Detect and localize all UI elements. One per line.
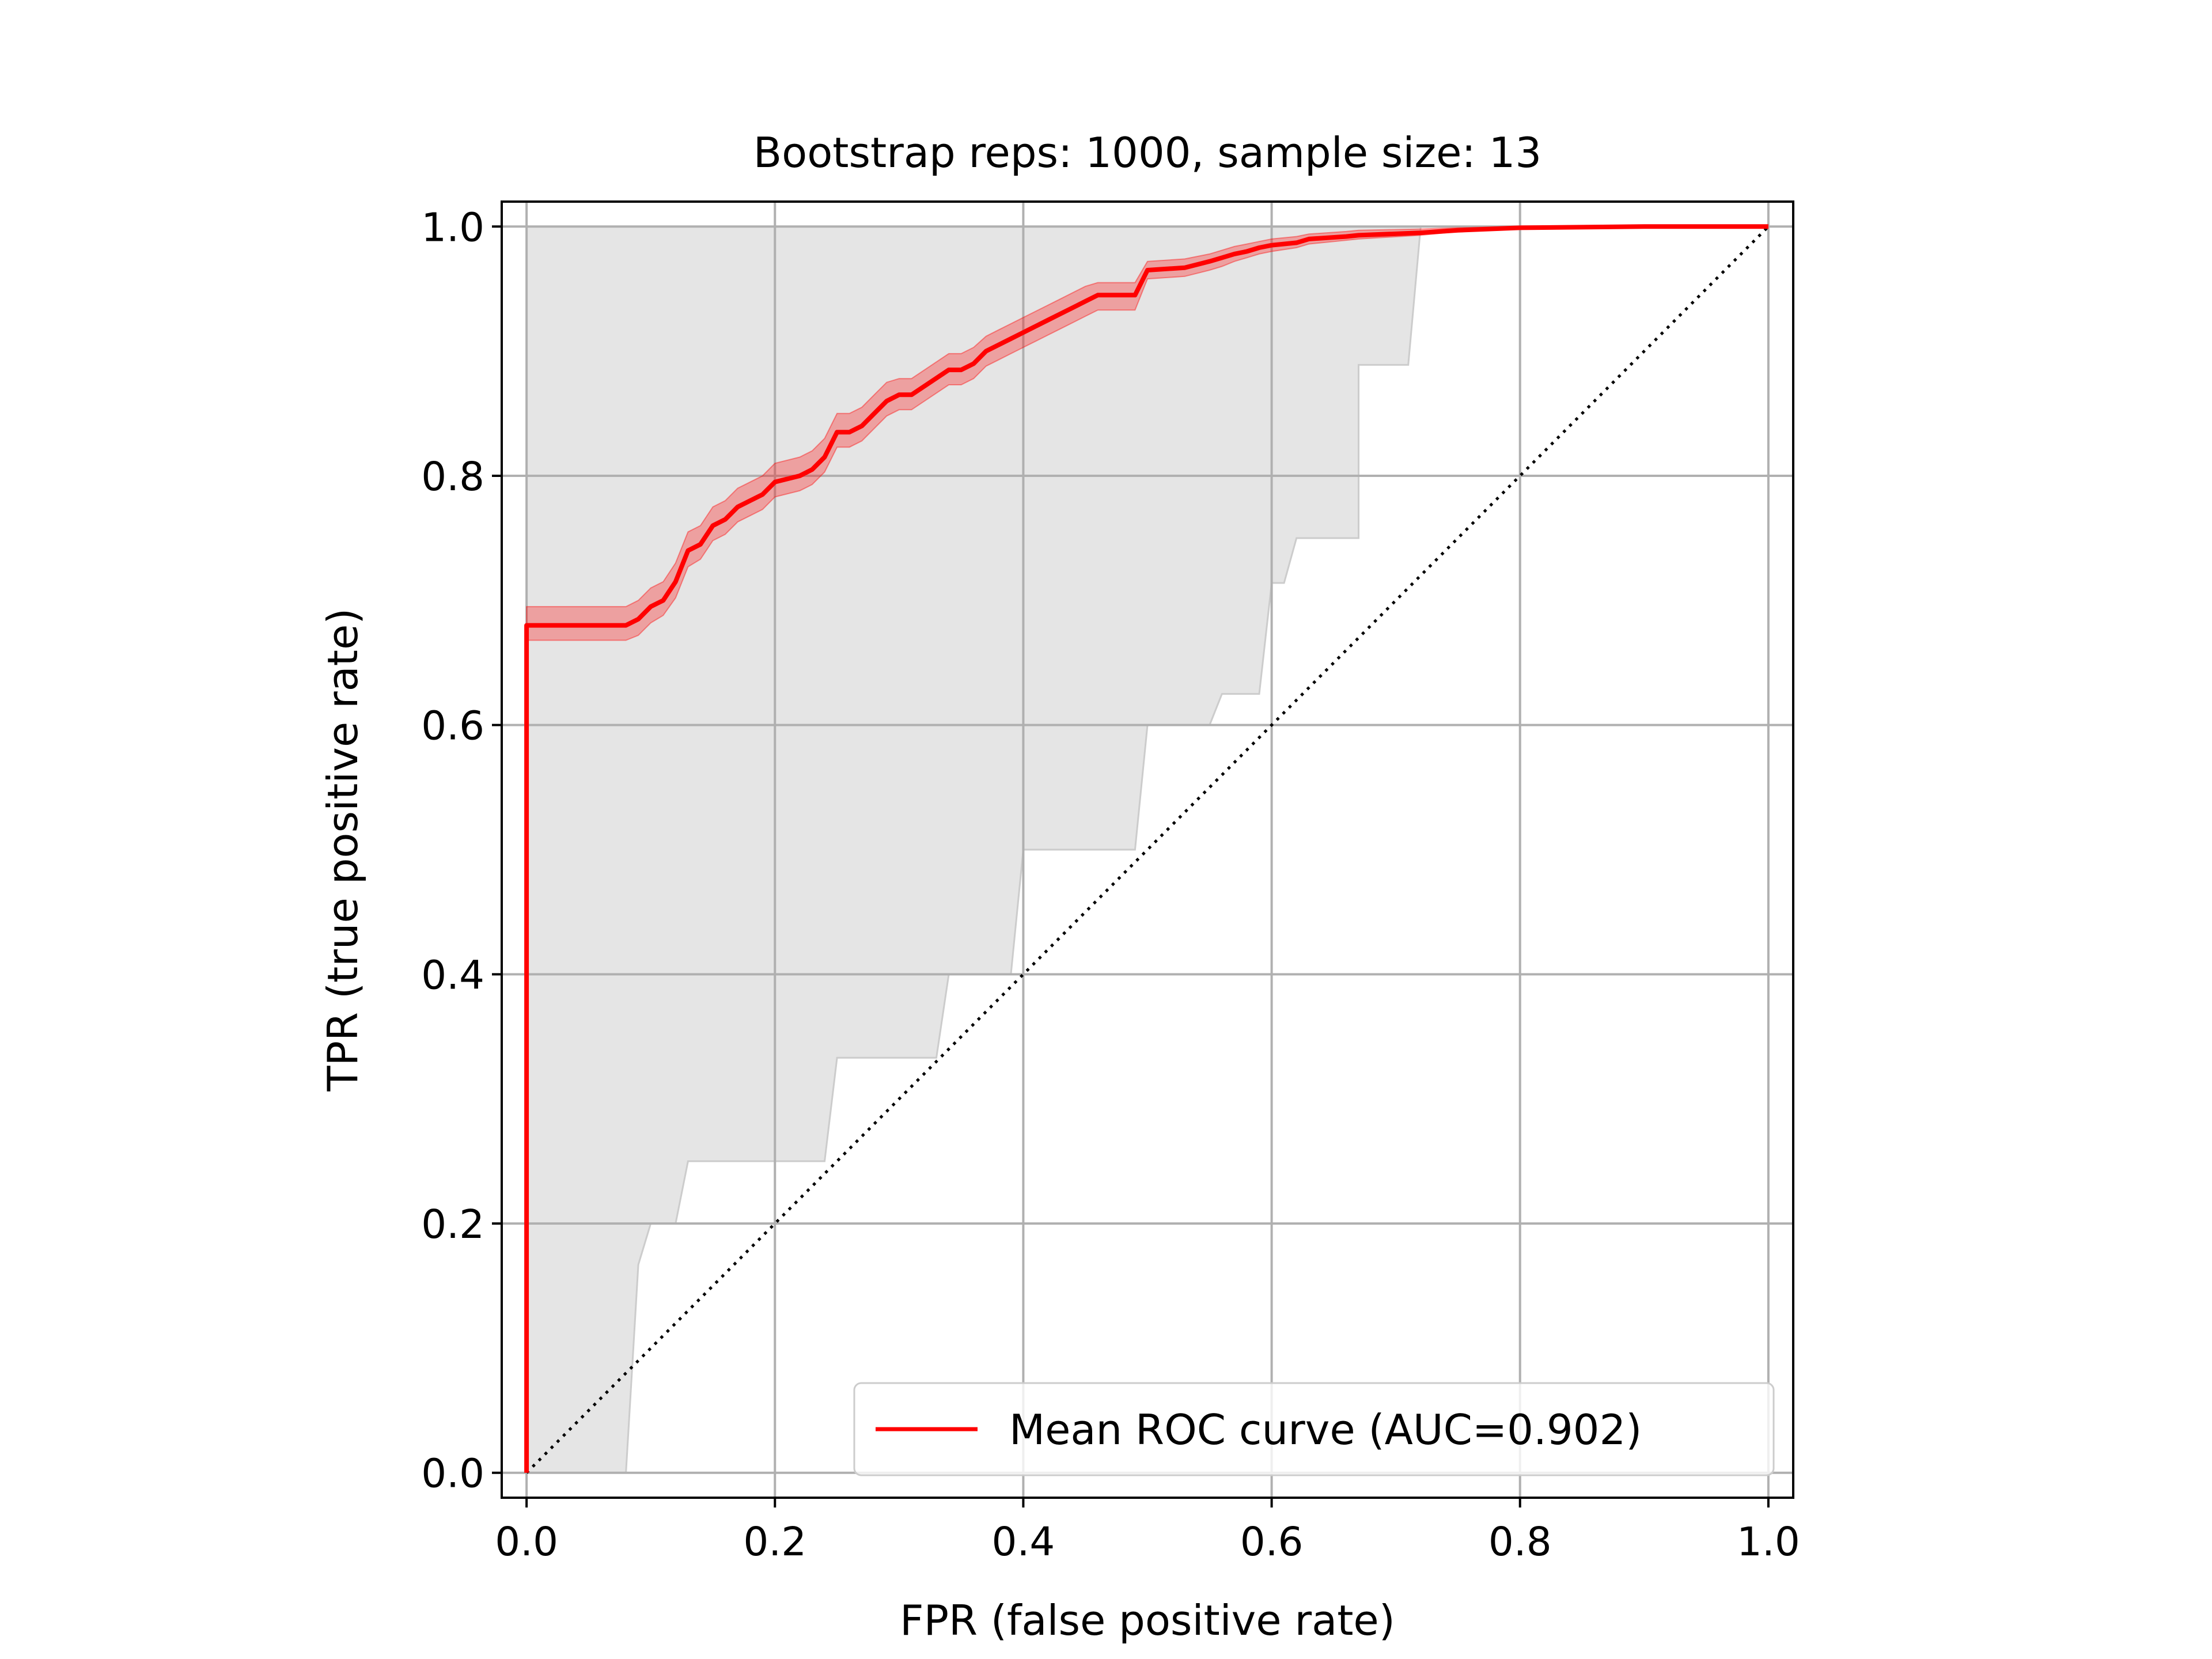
y-tick-label: 0.4 [421, 952, 484, 998]
mean-roc-band [526, 226, 1768, 1473]
y-tick-label: 0.0 [421, 1451, 484, 1497]
axis-ticks: 0.0 0.2 0.4 0.6 0.8 1.0 0.0 0.2 0.4 0.6 0.8 1.0 [421, 204, 1800, 1565]
x-tick-label: 0.4 [992, 1519, 1055, 1565]
legend: Mean ROC curve (AUC=0.902) [853, 1382, 1775, 1476]
x-tick-label: 0.2 [743, 1519, 806, 1565]
legend-label: Mean ROC curve (AUC=0.902) [1009, 1406, 1642, 1454]
x-tick-label: 0.8 [1488, 1519, 1552, 1565]
x-tick-label: 0.0 [495, 1519, 558, 1565]
x-tick-label: 1.0 [1737, 1519, 1800, 1565]
y-tick-label: 0.2 [421, 1202, 484, 1248]
x-tick-label: 0.6 [1240, 1519, 1304, 1565]
mean-roc-line [524, 224, 1768, 1473]
chart-title: Bootstrap reps: 1000, sample size: 13 [753, 128, 1542, 177]
axes-frame [501, 200, 1794, 1499]
x-axis-label: FPR (false positive rate) [900, 1596, 1395, 1645]
y-tick-label: 0.8 [421, 454, 484, 500]
y-axis-label: TPR (true positive rate) [319, 608, 367, 1092]
legend-box [853, 1382, 1775, 1476]
y-tick-label: 0.6 [421, 703, 484, 749]
y-tick-label: 1.0 [421, 204, 484, 251]
